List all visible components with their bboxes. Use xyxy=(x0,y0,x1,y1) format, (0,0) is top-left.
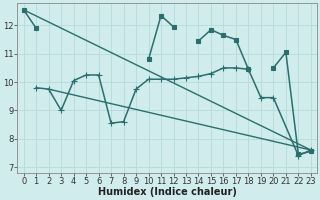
X-axis label: Humidex (Indice chaleur): Humidex (Indice chaleur) xyxy=(98,187,237,197)
